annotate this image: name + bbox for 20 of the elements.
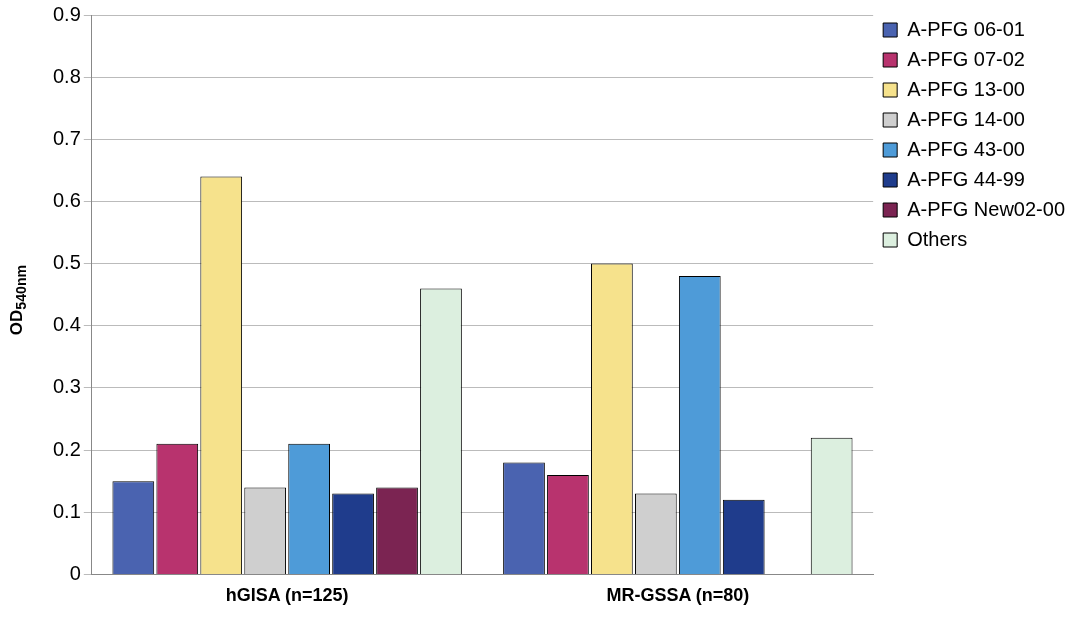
legend-label: A-PFG 06-01 [907,17,1025,40]
y-tick-label: 0.4 [52,313,81,336]
y-tick-label: 0.8 [52,64,81,87]
legend-label: A-PFG 13-00 [907,77,1025,100]
legend-label: Others [907,227,968,250]
y-tick-label: 0.6 [52,188,81,211]
legend-label: A-PFG 43-00 [907,137,1025,160]
legend-label: A-PFG 07-02 [907,47,1025,70]
y-tick-label: 0.1 [52,499,81,522]
y-tick-label: 0.9 [52,2,81,25]
legend-label: A-PFG 44-99 [907,167,1025,190]
y-tick-label: 0.7 [52,126,81,149]
x-tick-label: MR-GSSA (n=80) [606,585,750,606]
y-tick-label: 0.5 [52,251,81,274]
y-tick-label: 0 [69,561,81,584]
legend-label: A-PFG New02-00 [907,197,1066,220]
y-tick-label: 0.2 [52,437,81,460]
y-tick-label: 0.3 [52,375,81,398]
x-tick-label: hGISA (n=125) [225,585,349,606]
legend-label: A-PFG 14-00 [907,107,1025,130]
